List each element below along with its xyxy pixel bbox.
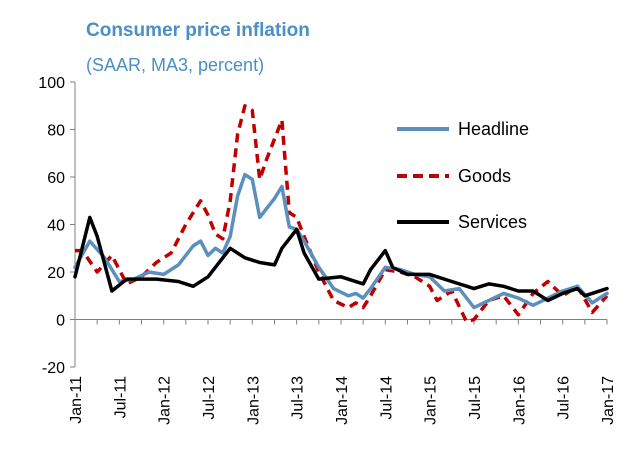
y-tick-label: 80 <box>47 123 65 140</box>
y-axis-ticks: -20 0 20 40 60 80 100 <box>38 75 75 377</box>
legend: Headline Goods Services <box>397 119 529 232</box>
x-tick-label: Jan-16 <box>511 376 528 425</box>
x-tick-label: Jul-13 <box>290 376 307 420</box>
y-tick-label: 60 <box>47 170 65 187</box>
chart-title: Consumer price inflation <box>86 20 310 41</box>
x-tick-label: Jan-14 <box>334 376 351 425</box>
x-tick-label: Jan-12 <box>157 376 174 425</box>
legend-label-services: Services <box>458 212 527 232</box>
legend-label-goods: Goods <box>458 166 511 186</box>
series-line-services <box>73 215 609 303</box>
legend-label-headline: Headline <box>458 119 529 139</box>
y-tick-label: 100 <box>38 75 65 92</box>
x-axis-ticks: Jan-11 Jul-11 Jan-12 Jul-12 Jan-13 Jul-13 Jan-… <box>68 319 617 425</box>
x-tick-label: Jan-13 <box>245 376 262 425</box>
x-tick-label: Jul-14 <box>378 376 395 420</box>
y-tick-label: 0 <box>56 313 65 330</box>
x-tick-label: Jul-15 <box>467 376 484 420</box>
series-lines <box>73 104 609 324</box>
x-tick-label: Jul-11 <box>112 376 129 418</box>
x-tick-label: Jan-11 <box>68 376 85 424</box>
x-tick-label: Jan-15 <box>423 376 440 425</box>
series-line-headline <box>73 172 609 310</box>
chart-subtitle: (SAAR, MA3, percent) <box>86 55 265 75</box>
y-tick-label: 20 <box>47 265 65 282</box>
y-tick-label: -20 <box>42 360 65 377</box>
x-tick-label: Jul-16 <box>556 376 573 420</box>
y-tick-label: 40 <box>47 218 65 235</box>
x-tick-label: Jan-17 <box>600 376 617 425</box>
x-tick-label: Jul-12 <box>201 376 218 420</box>
